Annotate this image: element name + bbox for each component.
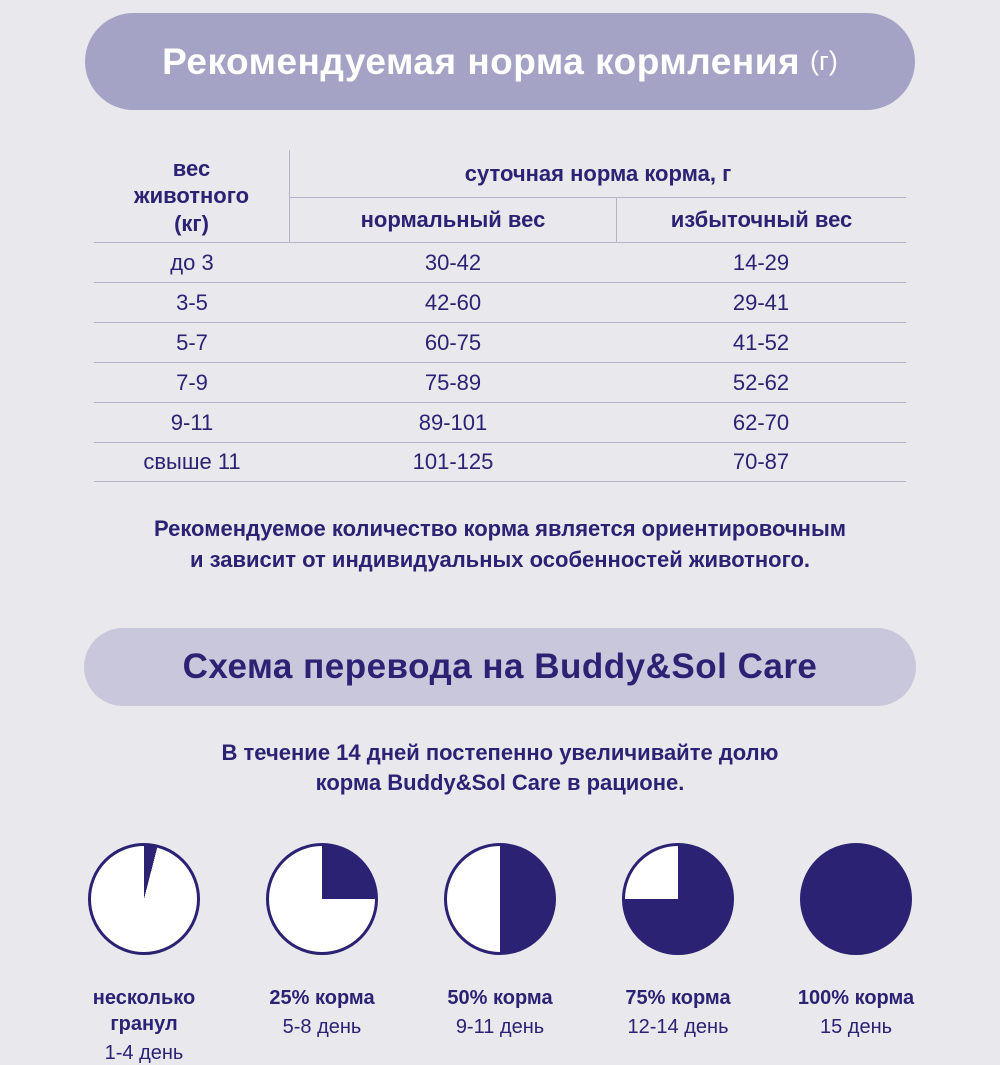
pie-chart-icon [444,843,556,956]
feeding-table-header: вес животного (кг) суточная норма корма,… [94,150,906,242]
table-row: 9-11 89-101 62-70 [94,402,906,442]
weight-cell: до 3 [170,249,214,275]
excess-value-cell: 29-41 [732,289,790,315]
transition-subtitle: В течение 14 дней постепенно увеличивайт… [0,738,1000,800]
feeding-table-body: до 3 30-42 14-29 3-5 42-60 29-41 5-7 60-… [94,242,906,482]
weight-cell: 9-11 [170,409,214,435]
table-row: 5-7 60-75 41-52 [94,322,906,362]
feeding-note-line2: и зависит от индивидуальных особенностей… [189,546,811,572]
normal-value-cell: 60-75 [424,329,482,355]
pie-chart-icon [800,843,912,956]
weight-cell: 5-7 [176,329,208,355]
excess-value-cell: 70-87 [732,449,790,474]
transition-step-1: несколько гранул 1-4 день [58,843,230,1065]
step-label: 25% корма [269,987,375,1010]
transition-subtitle-line2: корма Buddy&Sol Care в рационе. [315,770,685,796]
transition-steps: несколько гранул 1-4 день 25% корма 5-8 … [58,843,942,1065]
transition-step-4: 75% корма 12-14 день [592,843,764,1065]
daily-norm-subheaders: нормальный вес избыточный вес [290,198,906,242]
feeding-rate-title: Рекомендуемая норма кормления [162,40,801,82]
table-row: 3-5 42-60 29-41 [94,282,906,322]
normal-value-cell: 89-101 [418,409,488,435]
transition-step-5: 100% корма 15 день [770,843,942,1065]
table-row: 7-9 75-89 52-62 [94,362,906,402]
feeding-rate-banner: Рекомендуемая норма кормления (г) [85,13,915,110]
normal-weight-header: нормальный вес [360,207,546,232]
step-days: 15 день [819,1016,893,1039]
step-days: 1-4 день [104,1042,184,1065]
excess-value-cell: 62-70 [732,409,790,435]
feeding-table: вес животного (кг) суточная норма корма,… [94,150,906,482]
transition-subtitle-line1: В течение 14 дней постепенно увеличивайт… [221,739,779,765]
normal-value-cell: 75-89 [424,369,482,395]
excess-value-cell: 52-62 [732,369,790,395]
feeding-note-line1: Рекомендуемое количество корма является … [153,516,847,541]
excess-value-cell: 41-52 [732,329,790,355]
step-label: 100% корма [797,987,915,1010]
normal-value-cell: 30-42 [424,249,482,275]
feeding-rate-unit: (г) [810,46,838,76]
transition-step-3: 50% корма 9-11 день [414,843,586,1065]
step-label: 75% корма [625,987,731,1010]
normal-value-cell: 101-125 [412,449,494,474]
step-label: 50% корма [447,987,553,1010]
step-days: 12-14 день [627,1016,729,1039]
transition-banner: Схема перевода на Buddy&Sol Care [84,627,916,706]
infographic-page: Рекомендуемая норма кормления (г) вес жи… [0,13,1000,1065]
daily-norm-group-header: суточная норма корма, г [290,150,906,198]
pie-chart-icon [88,843,200,956]
transition-step-2: 25% корма 5-8 день [236,843,408,1065]
weight-cell: 3-5 [176,289,208,315]
normal-value-cell: 42-60 [424,289,482,315]
feeding-note: Рекомендуемое количество корма является … [0,514,1000,576]
table-row: до 3 30-42 14-29 [94,242,906,282]
excess-weight-header: избыточный вес [616,198,906,242]
step-days: 5-8 день [282,1016,362,1039]
excess-value-cell: 14-29 [732,249,790,275]
weight-cell: свыше 11 [143,449,241,474]
pie-chart-icon [266,843,378,956]
weight-cell: 7-9 [176,369,208,395]
table-row: свыше 11 101-125 70-87 [94,442,906,482]
transition-title: Схема перевода на Buddy&Sol Care [182,646,818,686]
step-label: несколько гранул [92,987,196,1036]
weight-column-header: вес животного (кг) [94,150,290,242]
pie-chart-icon [622,843,734,956]
step-days: 9-11 день [455,1016,545,1039]
daily-norm-columns: суточная норма корма, г нормальный вес и… [290,150,906,242]
